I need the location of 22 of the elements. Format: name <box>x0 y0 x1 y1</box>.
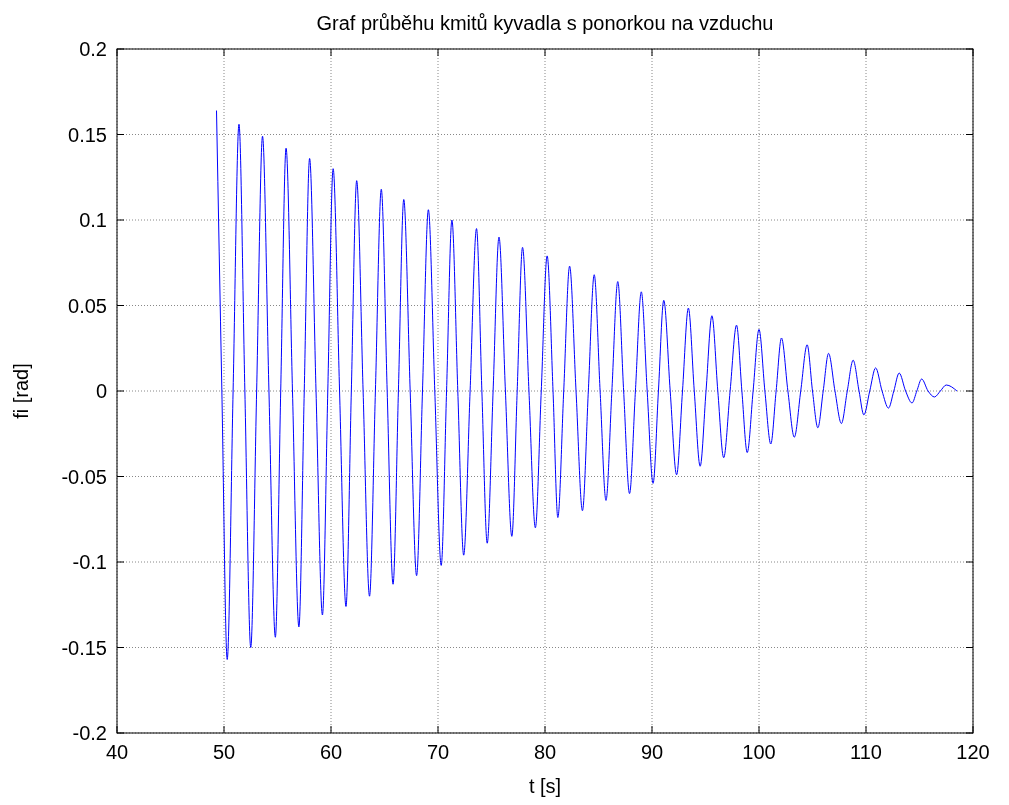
y-tick-label: 0.1 <box>79 209 107 231</box>
x-tick-label: 90 <box>640 741 664 763</box>
y-tick-label: -0.1 <box>72 551 107 573</box>
y-tick-label: 0.2 <box>79 38 107 60</box>
y-tick-label: -0.2 <box>72 722 107 744</box>
y-tick-label: -0.05 <box>61 465 107 488</box>
x-tick-label: 60 <box>319 741 343 763</box>
y-tick-label: -0.15 <box>61 636 107 659</box>
y-tick-label: 0.05 <box>68 294 107 317</box>
y-tick-label: 0.15 <box>68 123 107 146</box>
y-tick-label: 0 <box>95 380 107 402</box>
x-tick-label: 40 <box>105 741 129 763</box>
x-tick-label: 110 <box>850 741 882 763</box>
y-axis-title: fi [rad] <box>10 363 32 419</box>
x-tick-label: 120 <box>956 741 990 763</box>
x-tick-label: 50 <box>212 741 236 763</box>
x-tick-label: 100 <box>742 741 776 763</box>
chart-title: Graf průběhu kmitů kyvadla s ponorkou na vzduchu <box>316 12 774 34</box>
x-axis-title: t [s] <box>528 775 562 797</box>
x-tick-label: 80 <box>533 741 557 763</box>
x-tick-label: 70 <box>426 741 450 763</box>
line-series <box>216 110 958 660</box>
